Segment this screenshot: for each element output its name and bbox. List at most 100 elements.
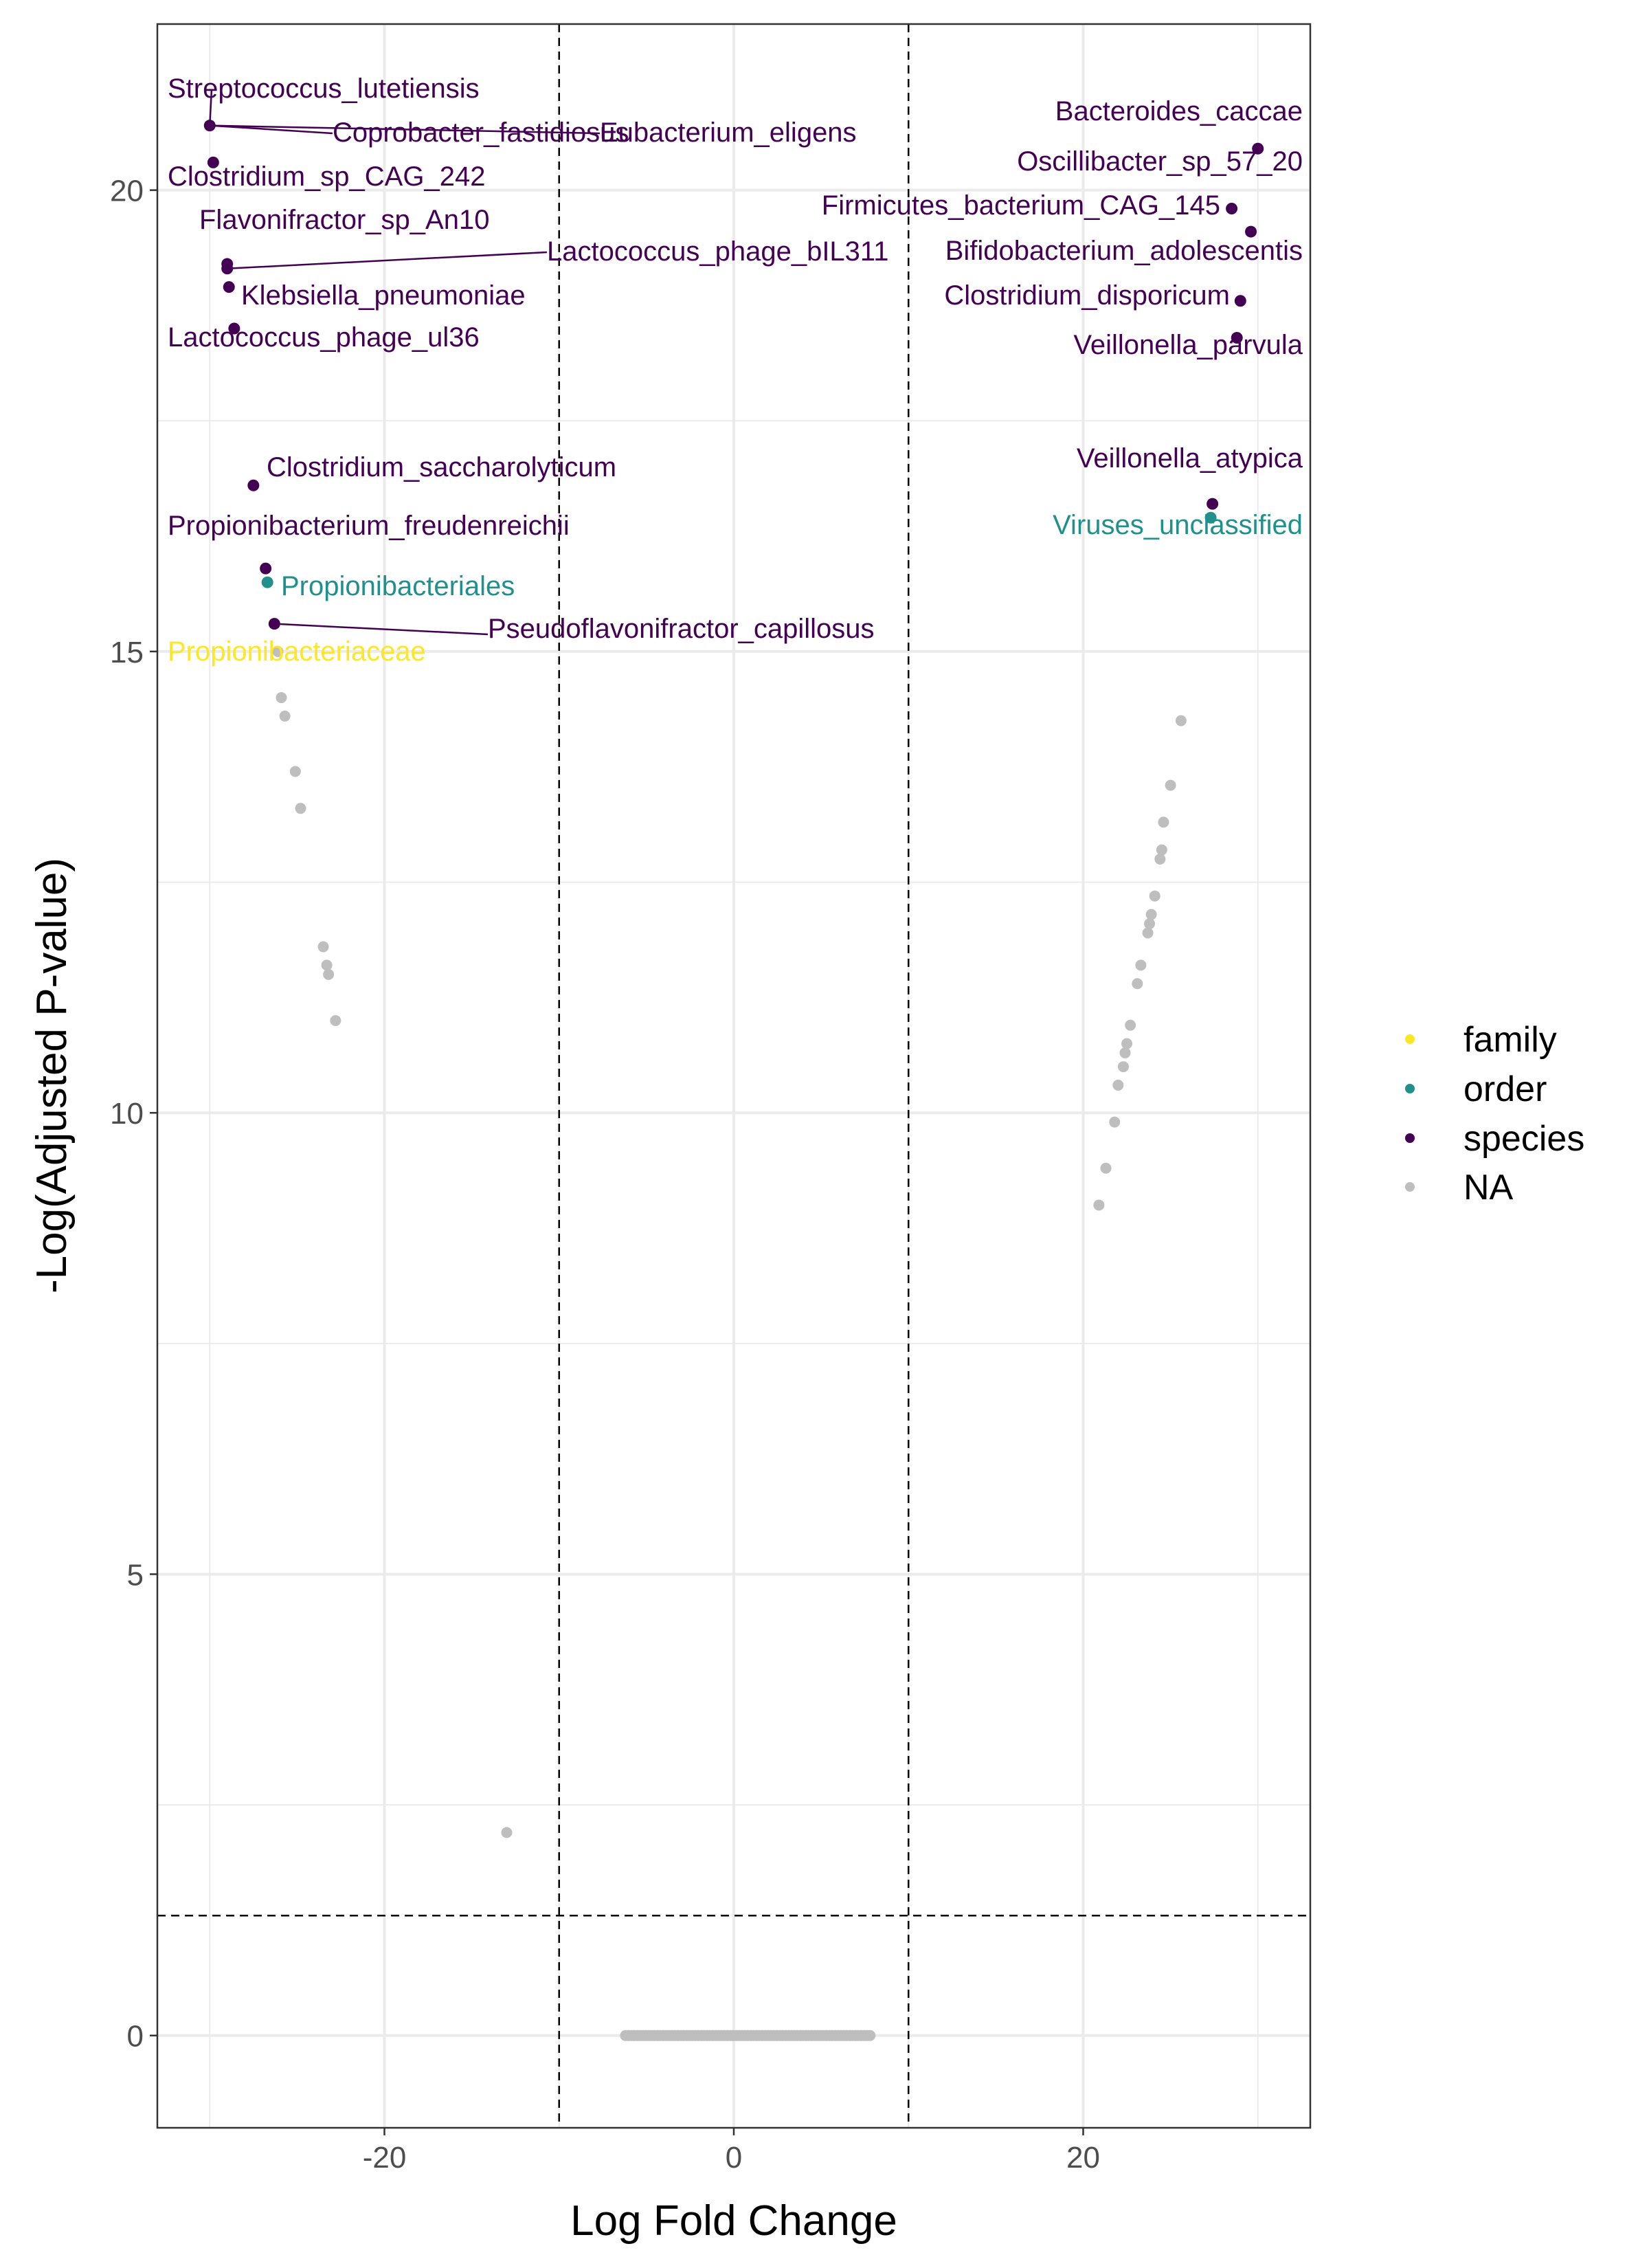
point-label: Clostridium_sp_CAG_242 <box>168 162 485 192</box>
leader-line <box>209 89 213 126</box>
point-species <box>1234 295 1246 307</box>
na-point <box>330 1014 341 1026</box>
point-label: Lactococcus_phage_ul36 <box>168 322 480 353</box>
na-point <box>1125 1019 1136 1031</box>
na-point <box>1165 779 1176 791</box>
y-tick-label: 10 <box>110 1097 144 1131</box>
x-tick-label: 0 <box>726 2141 742 2175</box>
point-label: Lactococcus_phage_bIL311 <box>547 236 888 267</box>
leader-line <box>274 623 489 636</box>
y-tick-label: 5 <box>127 1558 144 1592</box>
point-order <box>1204 511 1217 524</box>
na-point <box>1158 816 1169 828</box>
na-points <box>272 645 1187 2041</box>
point-label: Bifidobacterium_adolescentis <box>945 236 1303 266</box>
legend-key-species <box>1405 1133 1415 1143</box>
point-label: Propionibacterium_freudenreichii <box>168 511 570 541</box>
na-point <box>295 803 306 814</box>
y-tick-label: 15 <box>110 636 144 669</box>
point-label: Eubacterium_eligens <box>600 118 857 148</box>
na-point <box>1112 1079 1124 1091</box>
na-point <box>1154 854 1166 865</box>
legend-label-na: NA <box>1463 1168 1514 1208</box>
y-axis-title: -Log(Adjusted P-value) <box>28 858 76 1293</box>
point-label: Clostridium_disporicum <box>944 280 1230 311</box>
point-label: Klebsiella_pneumoniae <box>241 280 526 311</box>
na-point <box>1156 844 1167 856</box>
point-species <box>221 263 234 275</box>
y-axis-ticks: 0 5 10 15 20 <box>110 175 157 2054</box>
na-point <box>1145 909 1157 920</box>
point-label: Propionibacteriales <box>281 571 515 601</box>
point-label: Bacteroides_caccae <box>1055 96 1303 126</box>
x-axis-ticks: -20 0 20 <box>363 2128 1100 2175</box>
na-point <box>1117 1061 1129 1073</box>
na-point <box>323 968 335 980</box>
point-order <box>261 576 273 588</box>
x-tick-label: -20 <box>363 2141 407 2175</box>
point-label: Flavonifractor_sp_An10 <box>199 205 489 235</box>
point-label: Veillonella_atypica <box>1077 443 1303 474</box>
legend: family order species NA <box>1405 1020 1584 1208</box>
na-point <box>1144 918 1156 929</box>
legend-key-na <box>1405 1182 1415 1192</box>
na-point <box>1119 1047 1131 1058</box>
leader-lines <box>209 89 601 636</box>
point-species <box>207 156 219 168</box>
na-point <box>279 710 291 722</box>
legend-label-family: family <box>1463 1020 1557 1060</box>
point-label: Clostridium_saccharolyticum <box>267 452 616 482</box>
na-point <box>1175 715 1187 726</box>
point-label: Veillonella_parvula <box>1073 330 1303 360</box>
na-point <box>1093 1199 1105 1211</box>
x-axis-title: Log Fold Change <box>570 2197 897 2245</box>
na-point <box>1100 1162 1112 1174</box>
point-label: Pseudoflavonifractor_capillosus <box>488 614 875 644</box>
significant-points <box>203 120 1264 630</box>
y-tick-label: 0 <box>127 2020 144 2054</box>
point-label: Streptococcus_lutetiensis <box>168 74 480 104</box>
grid-major <box>157 24 1310 2128</box>
point-label: Firmicutes_bacterium_CAG_145 <box>822 190 1220 221</box>
na-point <box>1109 1116 1121 1128</box>
point-label: Propionibacteriaceae <box>168 636 426 667</box>
na-point <box>1135 959 1147 971</box>
point-label: Oscillibacter_sp_57_20 <box>1017 146 1303 177</box>
point-species <box>1245 225 1257 238</box>
na-point <box>501 1827 513 1838</box>
na-point <box>321 959 333 971</box>
na-point <box>289 766 301 777</box>
point-species <box>228 322 240 335</box>
x-tick-label: 20 <box>1066 2141 1100 2175</box>
na-point <box>317 941 329 953</box>
y-tick-label: 20 <box>110 175 144 208</box>
point-species <box>1207 498 1219 510</box>
point-species <box>203 120 216 132</box>
point-species <box>260 562 272 575</box>
point-species <box>247 479 260 491</box>
leader-line <box>227 251 548 270</box>
point-species <box>1226 203 1238 215</box>
legend-key-order <box>1405 1084 1415 1093</box>
legend-key-family <box>1405 1034 1415 1044</box>
point-label: Coprobacter_fastidiosus <box>333 118 629 148</box>
point-label: Viruses_unclassified <box>1053 510 1303 540</box>
point-species <box>223 281 235 293</box>
na-point <box>276 692 287 704</box>
na-point <box>1142 927 1154 939</box>
na-point <box>1132 978 1143 990</box>
na-point <box>864 2030 876 2041</box>
na-point <box>272 645 284 657</box>
legend-label-order: order <box>1463 1069 1547 1109</box>
threshold-lines <box>157 24 1310 2128</box>
point-species <box>1231 331 1243 344</box>
point-labels: Streptococcus_lutetiensis Coprobacter_fas… <box>168 74 1303 667</box>
point-species <box>1252 142 1264 155</box>
na-point <box>1121 1038 1133 1049</box>
na-point <box>1149 890 1160 902</box>
legend-label-species: species <box>1463 1119 1584 1159</box>
point-species <box>268 618 280 630</box>
leader-line <box>210 124 333 135</box>
